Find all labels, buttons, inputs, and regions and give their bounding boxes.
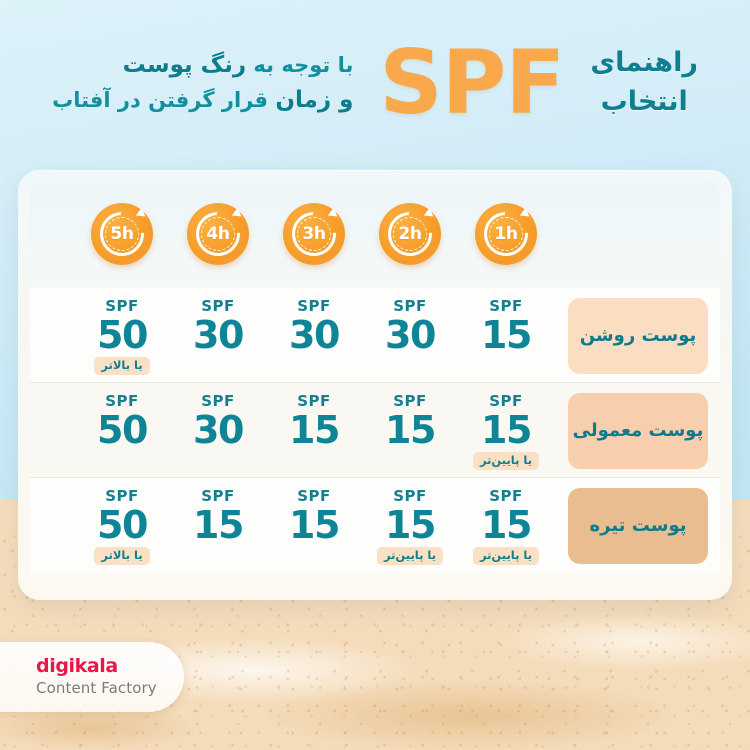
spf-value: 15: [481, 502, 532, 547]
header: راهنمای انتخاب SPF با توجه به رنگ پوست و…: [0, 0, 750, 165]
subtitle-line2-text: قرار گرفتن در آفتاب: [52, 87, 276, 112]
timer-label: 5h: [110, 224, 134, 244]
spf-cell: SPF 15 یا پایین‌تر: [362, 483, 458, 569]
page-title: راهنمای انتخاب: [590, 44, 698, 121]
spf-value: 15: [385, 502, 436, 547]
spf-cell: SPF 30: [170, 388, 266, 474]
timer-cell: 4h: [170, 202, 266, 266]
spf-cell: SPF 30: [266, 293, 362, 379]
spf-table-card: 5h 4h 3h: [18, 170, 732, 600]
timer-label: 4h: [206, 224, 230, 244]
spf-cell: SPF 15 یا پایین‌تر: [458, 483, 554, 569]
spf-value: 15: [289, 407, 340, 452]
spf-value: 50: [97, 407, 148, 452]
table-row-dark-skin: SPF 50 یا بالاتر SPF 15 SPF 15: [30, 478, 720, 573]
spf-badge: یا پایین‌تر: [472, 546, 540, 565]
spf-table-panel: 5h 4h 3h: [30, 180, 720, 590]
spf-cell: SPF 15 یا پایین‌تر: [458, 388, 554, 474]
spf-value: 15: [385, 407, 436, 452]
skin-type-dark: پوست تیره: [568, 487, 708, 564]
content-factory-text: Content Factory: [36, 679, 157, 698]
spf-label: SPF: [297, 486, 331, 505]
spf-label: SPF: [201, 486, 235, 505]
spf-label: SPF: [105, 391, 139, 410]
skin-type-normal: پوست معمولی: [568, 392, 708, 469]
timer-icon-2h: 2h: [378, 202, 442, 266]
spf-badge: یا بالاتر: [94, 356, 150, 375]
digikala-brand-text: digikala: [36, 655, 118, 678]
skin-type-light: پوست روشن: [568, 297, 708, 374]
spf-label: SPF: [393, 486, 427, 505]
spf-value: 50: [97, 502, 148, 547]
spf-label: SPF: [105, 296, 139, 315]
spf-cell: SPF 15: [266, 483, 362, 569]
spf-label: SPF: [489, 391, 523, 410]
spf-badge: یا پایین‌تر: [472, 451, 540, 470]
page-title-line1: راهنمای: [590, 47, 698, 79]
spf-label: SPF: [297, 296, 331, 315]
timer-cell: 1h: [458, 202, 554, 266]
timer-cell: 2h: [362, 202, 458, 266]
clock-ticks-icon: [489, 217, 523, 251]
table-row-normal-skin: SPF 50 SPF 30 SPF 15 SP: [30, 383, 720, 478]
subtitle-line1-text: با توجه به: [246, 53, 354, 77]
spf-value: 30: [193, 407, 244, 452]
spf-cell: SPF 50 یا بالاتر: [74, 293, 170, 379]
page-title-line2: انتخاب: [600, 85, 688, 117]
spf-wordmark: SPF: [379, 30, 565, 134]
spf-label: SPF: [201, 391, 235, 410]
digikala-content-factory-badge: digikala Content Factory: [0, 642, 184, 712]
spf-label: SPF: [393, 296, 427, 315]
timer-icon-4h: 4h: [186, 202, 250, 266]
spf-value: 15: [193, 502, 244, 547]
spf-label: SPF: [201, 296, 235, 315]
clock-ticks-icon: [105, 217, 139, 251]
table-row-light-skin: SPF 50 یا بالاتر SPF 30 SPF 30: [30, 288, 720, 383]
spf-label: SPF: [489, 486, 523, 505]
clock-ticks-icon: [393, 217, 427, 251]
subtitle-line-1: با توجه به رنگ پوست: [52, 48, 354, 83]
spf-value: 15: [481, 312, 532, 357]
timer-icon-1h: 1h: [474, 202, 538, 266]
spf-label: SPF: [105, 486, 139, 505]
timer-label: 2h: [398, 224, 422, 244]
spf-cell: SPF 50 یا بالاتر: [74, 483, 170, 569]
spf-cell: SPF 15: [362, 388, 458, 474]
spf-badge: یا پایین‌تر: [376, 546, 444, 565]
exposure-time-header-row: 5h 4h 3h: [30, 180, 720, 288]
spf-cell: SPF 15: [458, 293, 554, 379]
spf-cell: SPF 30: [362, 293, 458, 379]
clock-ticks-icon: [201, 217, 235, 251]
spf-value: 30: [385, 312, 436, 357]
spf-cell: SPF 15: [266, 388, 362, 474]
timer-cell: 5h: [74, 202, 170, 266]
spf-label: SPF: [489, 296, 523, 315]
header-subtitle: با توجه به رنگ پوست و زمان قرار گرفتن در…: [52, 48, 353, 117]
spf-cell: SPF 30: [170, 293, 266, 379]
timer-icon-3h: 3h: [282, 202, 346, 266]
spf-value: 50: [97, 312, 148, 357]
spf-label: SPF: [393, 391, 427, 410]
timer-label: 1h: [494, 224, 518, 244]
clock-ticks-icon: [297, 217, 331, 251]
subtitle-line2-emphasis: و زمان: [275, 86, 354, 113]
spf-badge: یا بالاتر: [94, 546, 150, 565]
spf-cell: SPF 15: [170, 483, 266, 569]
subtitle-line1-emphasis: رنگ پوست: [122, 52, 247, 78]
subtitle-line-2: و زمان قرار گرفتن در آفتاب: [52, 83, 353, 118]
timer-cell: 3h: [266, 202, 362, 266]
spf-label: SPF: [297, 391, 331, 410]
spf-value: 15: [481, 407, 532, 452]
spf-cell: SPF 50: [74, 388, 170, 474]
spf-value: 30: [289, 312, 340, 357]
timer-icon-5h: 5h: [90, 202, 154, 266]
spf-value: 30: [193, 312, 244, 357]
spf-rows: SPF 50 یا بالاتر SPF 30 SPF 30: [30, 288, 720, 573]
timer-label: 3h: [302, 224, 326, 244]
spf-value: 15: [289, 502, 340, 547]
